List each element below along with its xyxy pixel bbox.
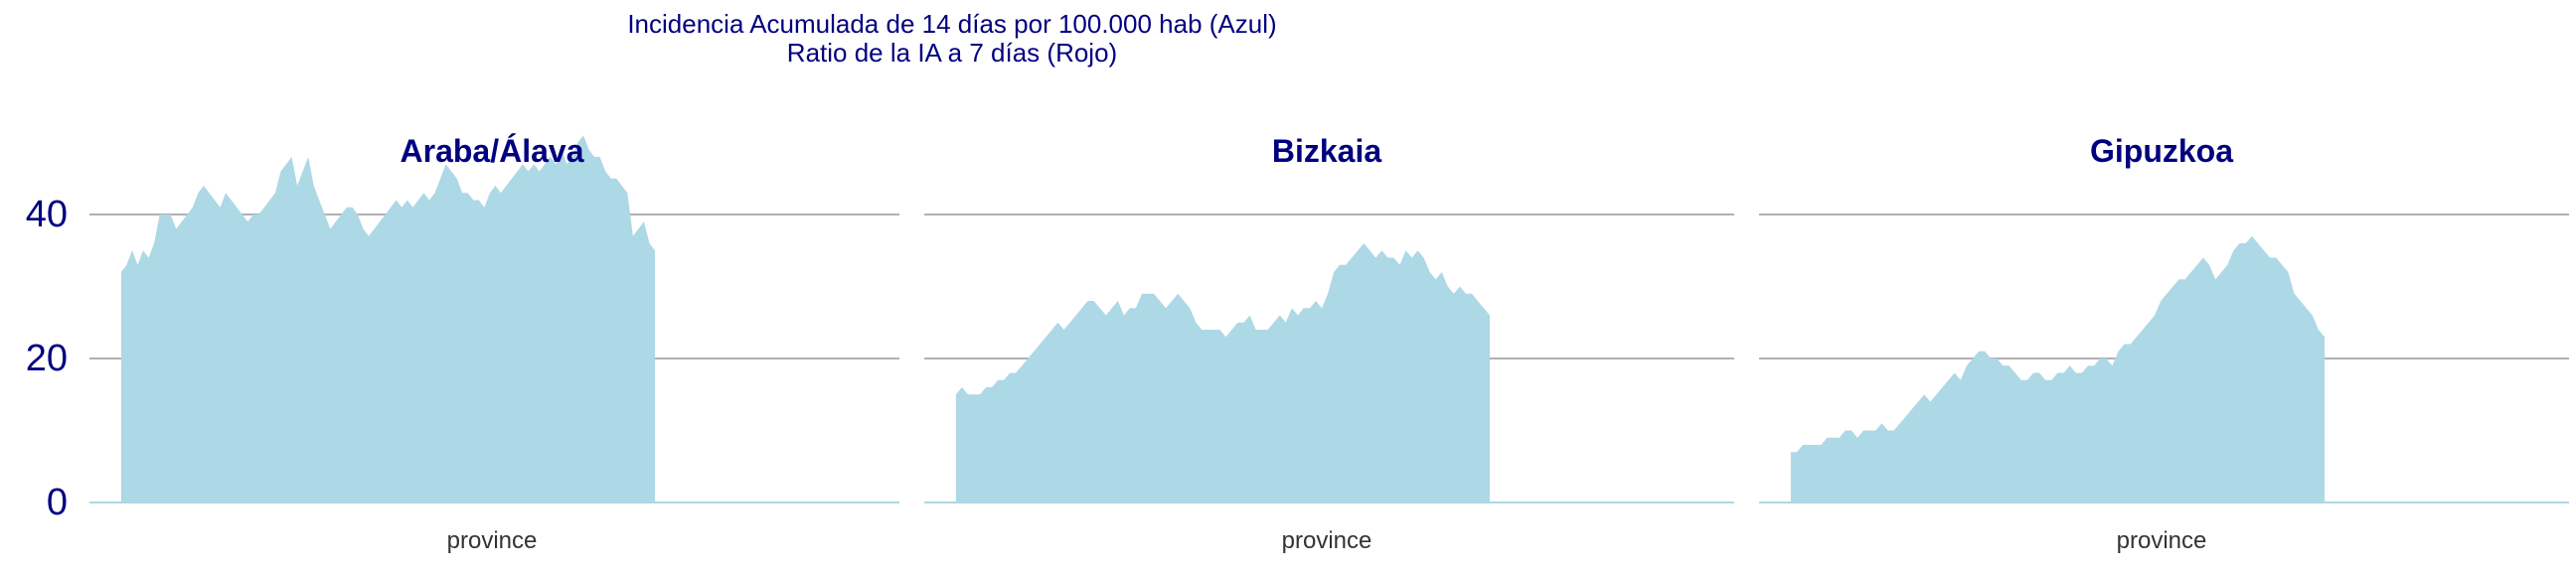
x-axis-label: province xyxy=(447,527,538,554)
panel-1: 0 20 40 Araba/Álava province xyxy=(26,133,899,554)
panel-title: Araba/Álava xyxy=(401,133,584,169)
panels: 02040Araba/ÁlavaprovinceBizkaiaprovinceG… xyxy=(26,133,2569,554)
panel-title: Bizkaia xyxy=(1272,133,1381,169)
x-axis-label: province xyxy=(2117,527,2207,554)
area-series xyxy=(1790,235,2325,503)
panel-2: Bizkaia province xyxy=(924,133,1734,554)
x-axis-label: province xyxy=(1282,527,1372,554)
ytick-label-20: 20 xyxy=(26,338,68,379)
area-series xyxy=(120,135,655,503)
figure-title-line2: Ratio de la IA a 7 días (Rojo) xyxy=(787,38,1117,68)
panel-3: Gipuzkoa province xyxy=(1759,133,2569,554)
ytick-label-40: 40 xyxy=(26,194,68,235)
figure-title-line1: Incidencia Acumulada de 14 días por 100.… xyxy=(627,9,1276,39)
area-series xyxy=(955,243,1490,502)
panel-title: Gipuzkoa xyxy=(2090,133,2233,169)
ytick-label-0: 0 xyxy=(47,482,68,523)
